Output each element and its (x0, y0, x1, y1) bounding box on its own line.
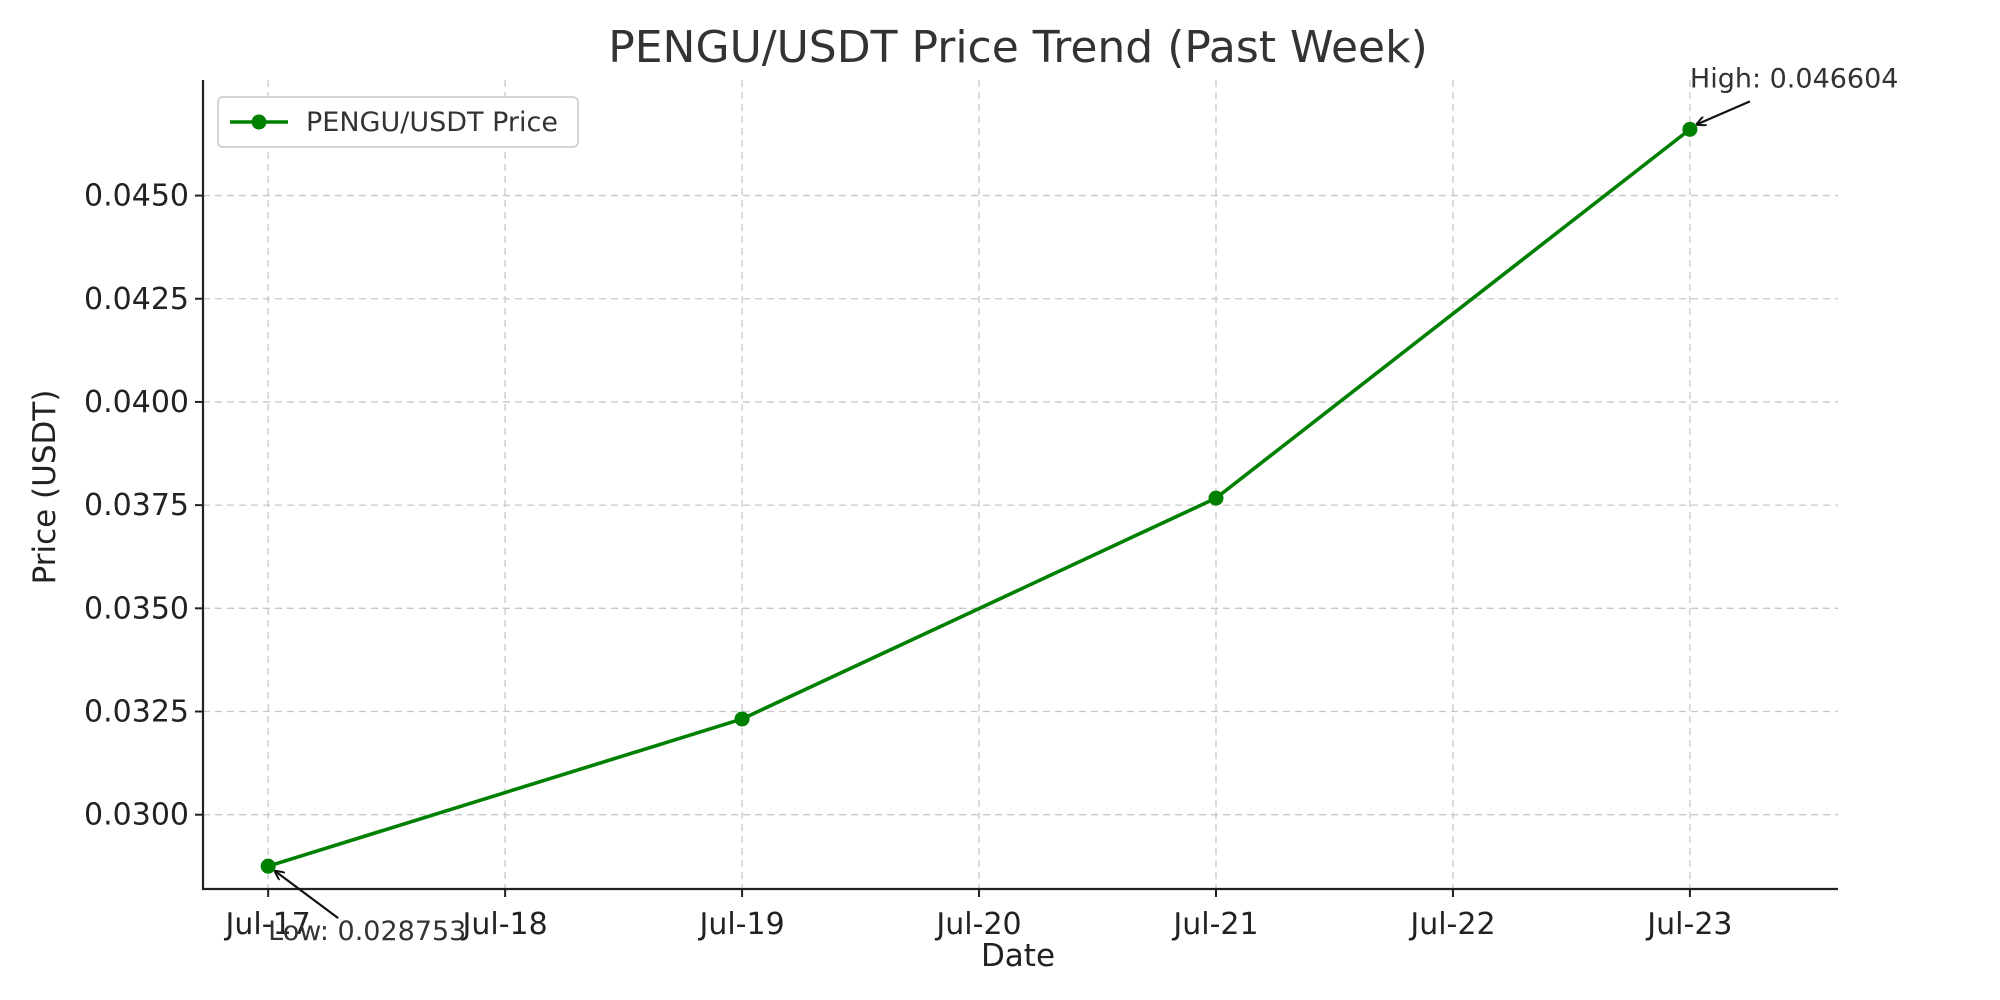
y-tick-label: 0.0425 (84, 282, 189, 317)
legend-label: PENGU/USDT Price (306, 107, 558, 138)
annotation-label: High: 0.046604 (1690, 63, 1899, 94)
y-tick-label: 0.0325 (84, 695, 189, 730)
annotation-arrow (275, 871, 339, 920)
data-point (260, 858, 276, 874)
x-tick-label: Jul-23 (1645, 907, 1732, 942)
axis-spines (201, 80, 1838, 891)
series-line (267, 127, 1692, 868)
x-tick-label: Jul-22 (1408, 907, 1495, 942)
y-axis-label: Price (USDT) (27, 390, 63, 585)
y-tick-label: 0.0350 (84, 591, 189, 626)
x-axis-label: Date (981, 938, 1055, 974)
data-point (734, 711, 750, 727)
data-point (1682, 121, 1698, 137)
y-tick-label: 0.0450 (84, 179, 189, 214)
x-tick-label: Jul-18 (461, 907, 548, 942)
y-tick-label: 0.0300 (84, 798, 189, 833)
x-tick-label: Jul-20 (934, 907, 1021, 942)
y-tick-label: 0.0375 (84, 488, 189, 523)
legend: PENGU/USDT Price (217, 96, 579, 148)
data-point (1208, 490, 1224, 506)
series-layer (260, 121, 1698, 874)
annotations: High: 0.046604 Low: 0.028753 (268, 63, 1898, 947)
x-tick-label: Jul-21 (1171, 907, 1258, 942)
x-tick-label: Jul-19 (697, 907, 784, 942)
chart-title: PENGU/USDT Price Trend (Past Week) (608, 22, 1428, 73)
y-tick-label: 0.0400 (84, 385, 189, 420)
axes: Jul-17 Jul-18 Jul-19 Jul-20 Jul-21 Jul-22 Jul-… (84, 80, 1838, 942)
grid-lines (203, 80, 1838, 889)
legend-marker (251, 114, 267, 130)
legend-box (217, 96, 579, 148)
annotation-label: Low: 0.028753 (268, 916, 466, 947)
annotation-arrow (1697, 100, 1751, 124)
x-tick-label: Jul-17 (224, 907, 311, 942)
